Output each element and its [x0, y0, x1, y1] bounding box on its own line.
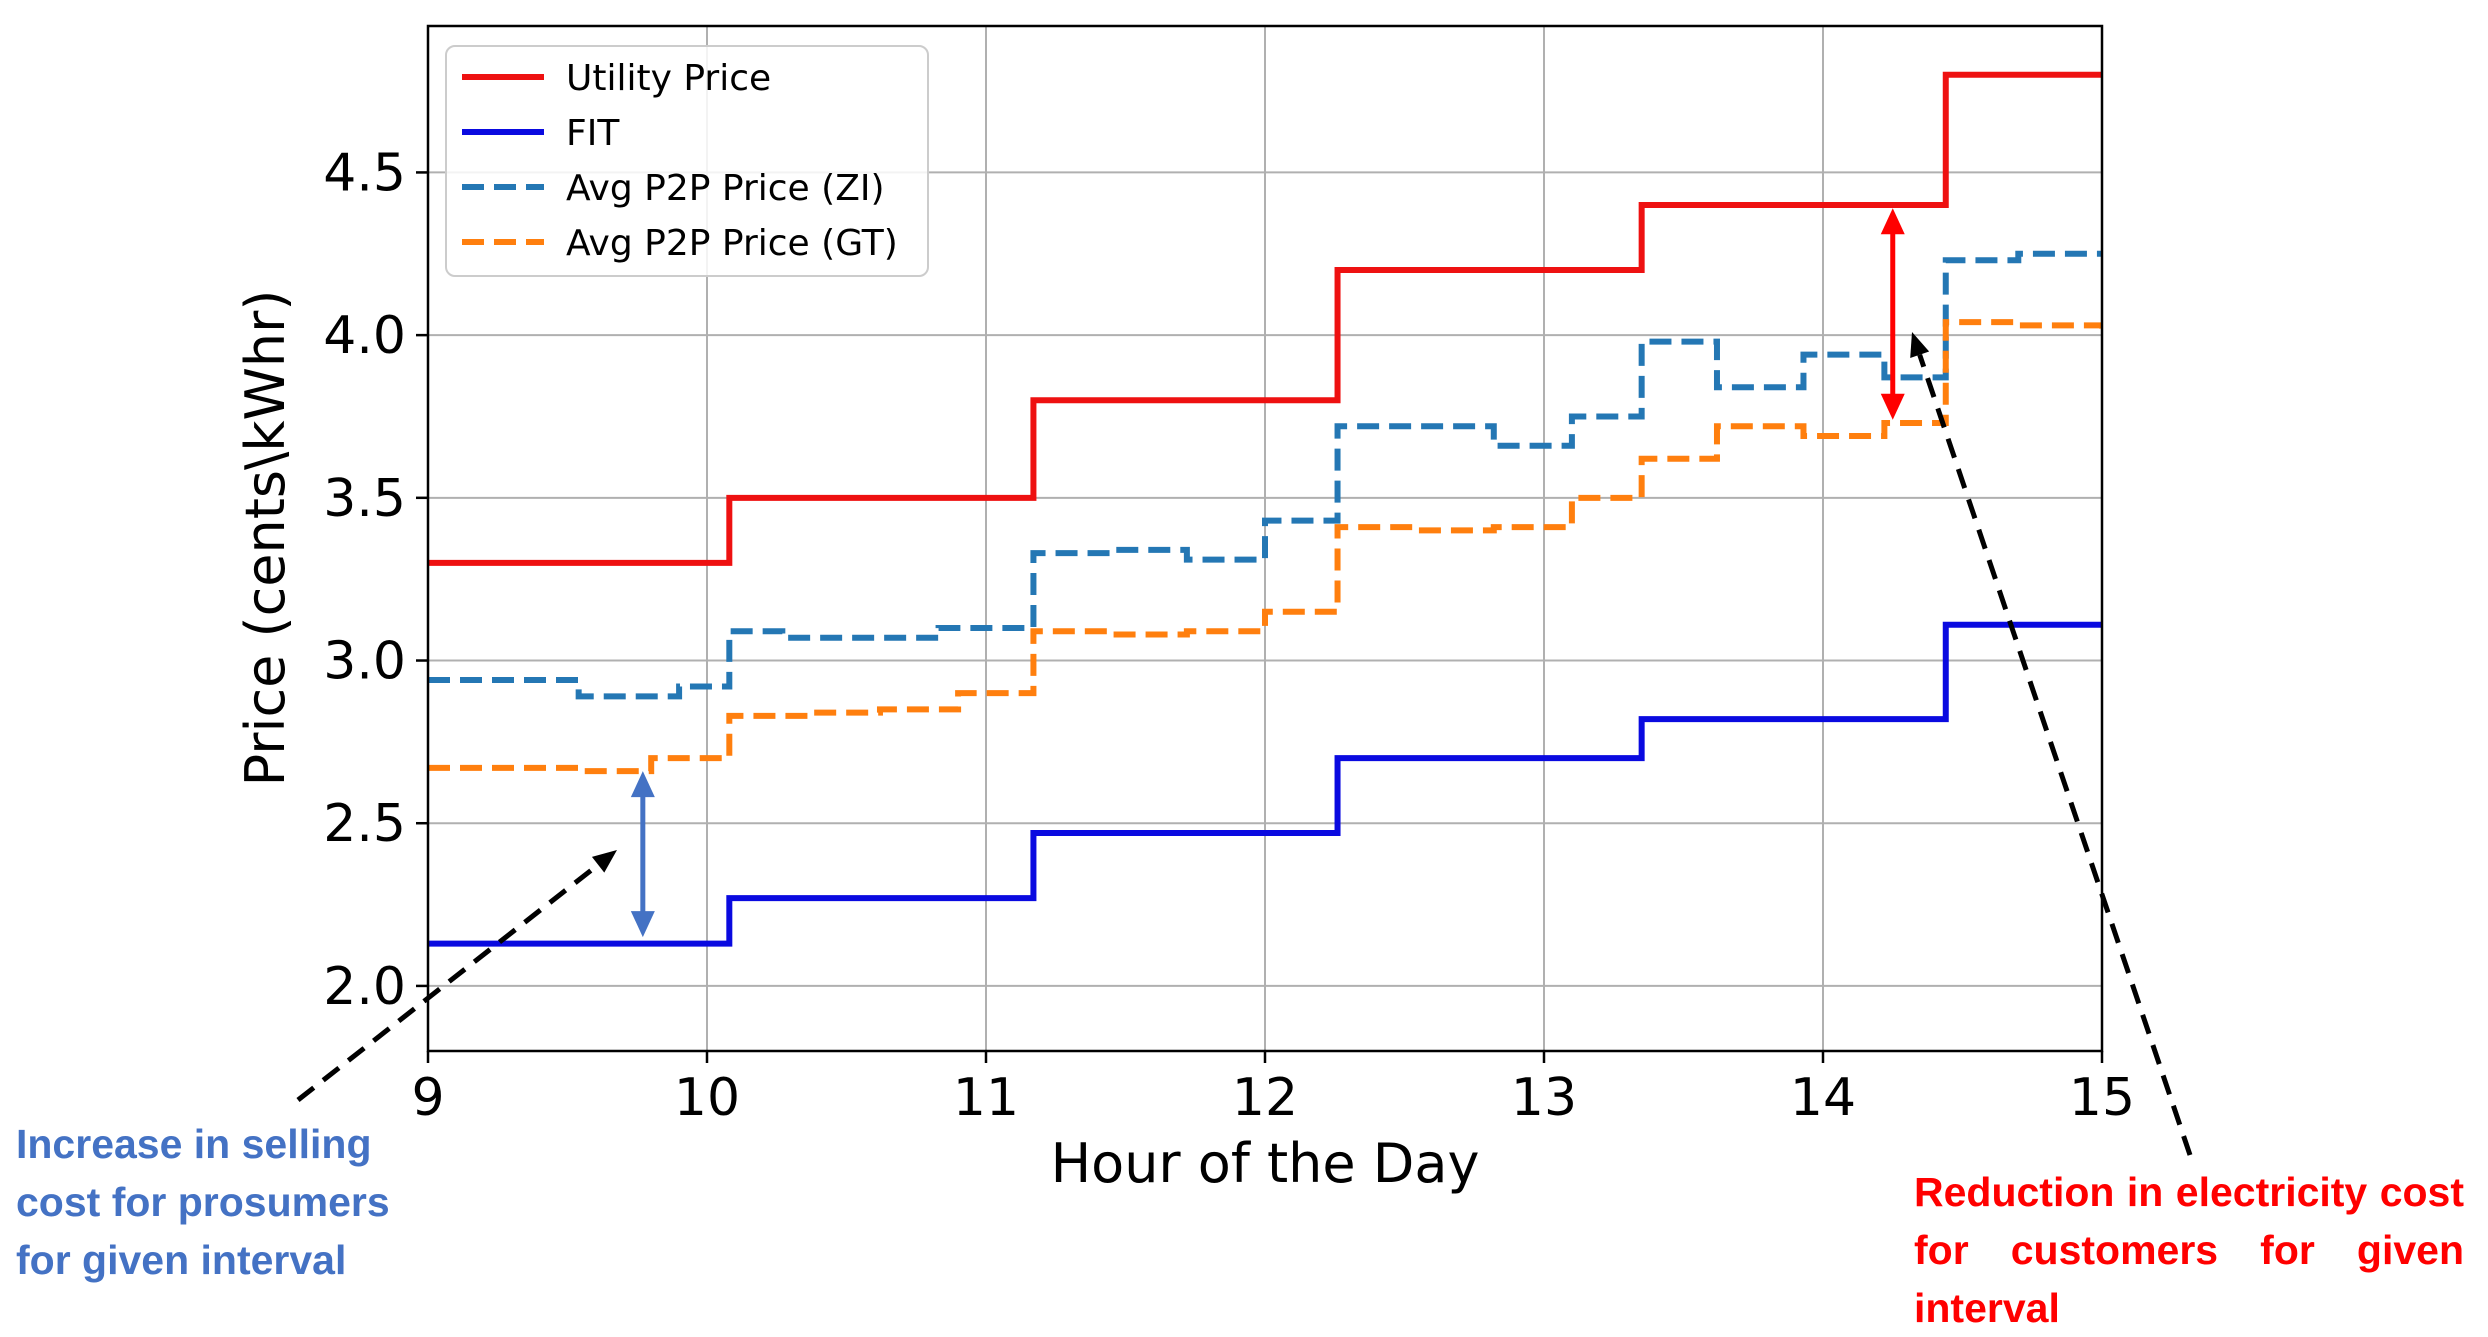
selling-gap-arrow — [630, 771, 655, 938]
selling-gap-arrow-head-bottom — [630, 911, 655, 938]
x-tick-label: 9 — [411, 1068, 444, 1128]
x-tick-label: 12 — [1232, 1068, 1298, 1128]
x-tick-label: 14 — [1790, 1068, 1856, 1128]
customer-note: Reduction in electricity cost for custom… — [1914, 1169, 2464, 1331]
cost-gap-arrow-head-top — [1880, 208, 1905, 235]
annotation-arrows — [296, 208, 2193, 1156]
y-tick-label: 2.0 — [323, 957, 406, 1017]
legend-label-avg-p2p-price-gt: Avg P2P Price (GT) — [566, 223, 898, 264]
legend-box — [445, 45, 929, 277]
series-lines — [428, 71, 2102, 947]
x-tick-label: 15 — [2069, 1068, 2135, 1128]
legend-label-utility-price: Utility Price — [566, 58, 771, 99]
legend-label-fit: FIT — [566, 113, 620, 154]
y-tick-label: 4.0 — [323, 306, 406, 366]
axis-ticks: 9 10 11 12 13 14 15 2.0 2.5 3.0 3.5 4.0 4.5 — [323, 143, 2135, 1128]
x-tick-label: 13 — [1511, 1068, 1577, 1128]
customer-pointer-arrow-shaft — [1917, 353, 2193, 1156]
x-tick-label: 11 — [953, 1068, 1019, 1128]
x-axis-label: Hour of the Day — [1051, 1132, 1480, 1195]
prosumer-pointer-arrow — [296, 850, 617, 1102]
y-tick-label: 4.5 — [323, 143, 406, 203]
y-tick-label: 2.5 — [323, 794, 406, 854]
legend: Utility Price FIT Avg P2P Price (ZI) Avg P2… — [445, 45, 929, 277]
series-line-fit — [428, 621, 2102, 947]
series-line-avg-p2p-price-zi — [428, 250, 2102, 700]
x-tick-label: 10 — [674, 1068, 740, 1128]
selling-gap-arrow-head-top — [630, 771, 655, 798]
prosumer-pointer-arrow-head — [591, 850, 617, 873]
gridlines — [427, 26, 2103, 1051]
legend-label-avg-p2p-price-zi: Avg P2P Price (ZI) — [566, 168, 885, 209]
y-axis-label: Price (cents\kWhr) — [234, 290, 297, 787]
series-line-avg-p2p-price-gt — [428, 319, 2102, 775]
y-tick-label: 3.5 — [323, 469, 406, 529]
customer-pointer-arrow-head — [1910, 332, 1930, 358]
cost-gap-arrow — [1880, 208, 1905, 420]
customer-pointer-arrow — [1910, 332, 2193, 1156]
cost-gap-arrow-head-bottom — [1880, 393, 1905, 420]
y-tick-label: 3.0 — [323, 632, 406, 692]
series-line-utility-price — [428, 71, 2102, 566]
prosumer-note: Increase in selling cost for prosumers f… — [16, 1121, 390, 1283]
